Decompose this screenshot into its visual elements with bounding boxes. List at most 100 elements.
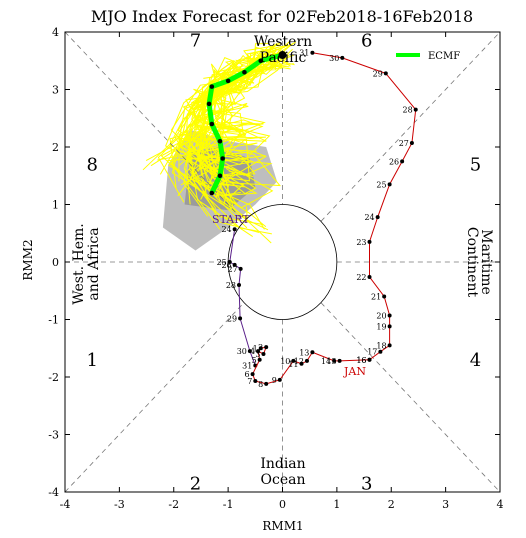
track-point (367, 274, 372, 279)
region-top-1: Western (254, 34, 312, 50)
guide-line (320, 31, 501, 222)
track-point (232, 262, 237, 267)
y-tick-label: 4 (52, 26, 59, 39)
day-label: 11 (288, 360, 298, 369)
region-bottom-1: Indian (260, 456, 305, 472)
track-point (232, 227, 237, 232)
day-label: 17 (367, 348, 377, 357)
track-point (387, 343, 392, 348)
day-label: 30 (329, 54, 339, 63)
day-label: 14 (321, 357, 331, 366)
ensemble-member (165, 57, 270, 177)
guide-line (320, 302, 501, 493)
ensemble-member (190, 51, 281, 209)
day-label: 30 (237, 347, 247, 356)
x-tick-label: 2 (388, 498, 395, 511)
track-point (387, 313, 392, 318)
day-label: 28 (403, 106, 413, 115)
ensemble-member (198, 54, 271, 188)
ensemble-mean-point (217, 138, 223, 144)
day-label: 7 (247, 377, 252, 386)
track-line (252, 346, 370, 385)
forecast-start-point (278, 51, 287, 59)
day-label: 18 (376, 341, 386, 350)
phase-label: 8 (86, 154, 97, 175)
phase-label: 2 (190, 473, 201, 494)
day-label: 16 (356, 356, 366, 365)
day-label: 4 (250, 347, 255, 356)
ensemble-member (192, 53, 295, 207)
y-axis-label: RMM2 (21, 239, 35, 280)
track-point (383, 71, 388, 76)
plot-frame (64, 31, 501, 493)
day-label: 24 (364, 213, 374, 222)
y-tick-label: -1 (48, 314, 59, 327)
track-point (238, 266, 243, 271)
guide-line (64, 302, 245, 493)
ensemble-member (167, 54, 295, 244)
track-point (367, 239, 372, 244)
region-bottom-2: Ocean (261, 472, 306, 488)
y-tick-label: -4 (48, 486, 59, 499)
day-label: 25 (217, 258, 227, 267)
track-point (382, 294, 387, 299)
day-label: 21 (371, 293, 381, 302)
y-tick-label: -3 (48, 429, 59, 442)
track-point (247, 349, 252, 354)
track-point (409, 140, 414, 145)
track-point (332, 358, 337, 363)
track-point (413, 107, 418, 112)
track-point (256, 349, 261, 354)
day-label: 25 (376, 180, 386, 189)
day-label: 24 (221, 225, 231, 234)
day-label: 27 (399, 139, 409, 148)
track-point (310, 350, 315, 355)
day-label: 22 (356, 273, 366, 282)
day-label: 13 (299, 348, 309, 357)
day-label: 2 (258, 343, 263, 352)
region-right-1: Maritime (478, 229, 494, 295)
day-label: 26 (221, 261, 231, 270)
ensemble-mean-point (217, 173, 223, 179)
day-label: 27 (227, 265, 237, 274)
y-tick-label: -2 (48, 371, 59, 384)
region-left-2: and Africa (86, 227, 102, 300)
ensemble-member (157, 58, 270, 161)
track-point (291, 358, 296, 363)
ensemble-mean-point (242, 69, 247, 75)
track-point (337, 358, 342, 363)
x-tick-label: 0 (279, 498, 286, 511)
track-point (253, 379, 258, 384)
legend-label: ECMF (428, 51, 460, 62)
y-tick-label: 1 (52, 199, 59, 212)
y-tick-label: 2 (52, 141, 59, 154)
track-point (264, 345, 269, 350)
phase-label: 3 (361, 473, 372, 494)
day-label: 23 (356, 238, 366, 247)
track-line (312, 52, 417, 361)
track-point (237, 283, 241, 287)
x-tick-label: 3 (442, 498, 449, 511)
track-point (299, 361, 304, 366)
x-axis-label: RMM1 (262, 519, 303, 533)
track-point (387, 182, 392, 187)
phase-label: 7 (190, 31, 201, 52)
day-label: 5 (252, 356, 257, 365)
ensemble-mean-point (209, 121, 215, 127)
x-tick-label: 1 (333, 498, 340, 511)
day-label: 3 (255, 350, 260, 359)
ensemble-mean-point (220, 156, 225, 161)
x-tick-label: 4 (497, 498, 504, 511)
start-label: START (212, 213, 250, 226)
track-point (310, 50, 315, 55)
track-point (367, 357, 372, 362)
day-label: 31 (242, 362, 252, 371)
region-top-2: Pacific (260, 50, 307, 66)
ensemble-member (159, 44, 287, 175)
day-label: 29 (227, 314, 237, 323)
day-label: 15 (326, 357, 336, 366)
day-label: 1 (253, 344, 258, 353)
